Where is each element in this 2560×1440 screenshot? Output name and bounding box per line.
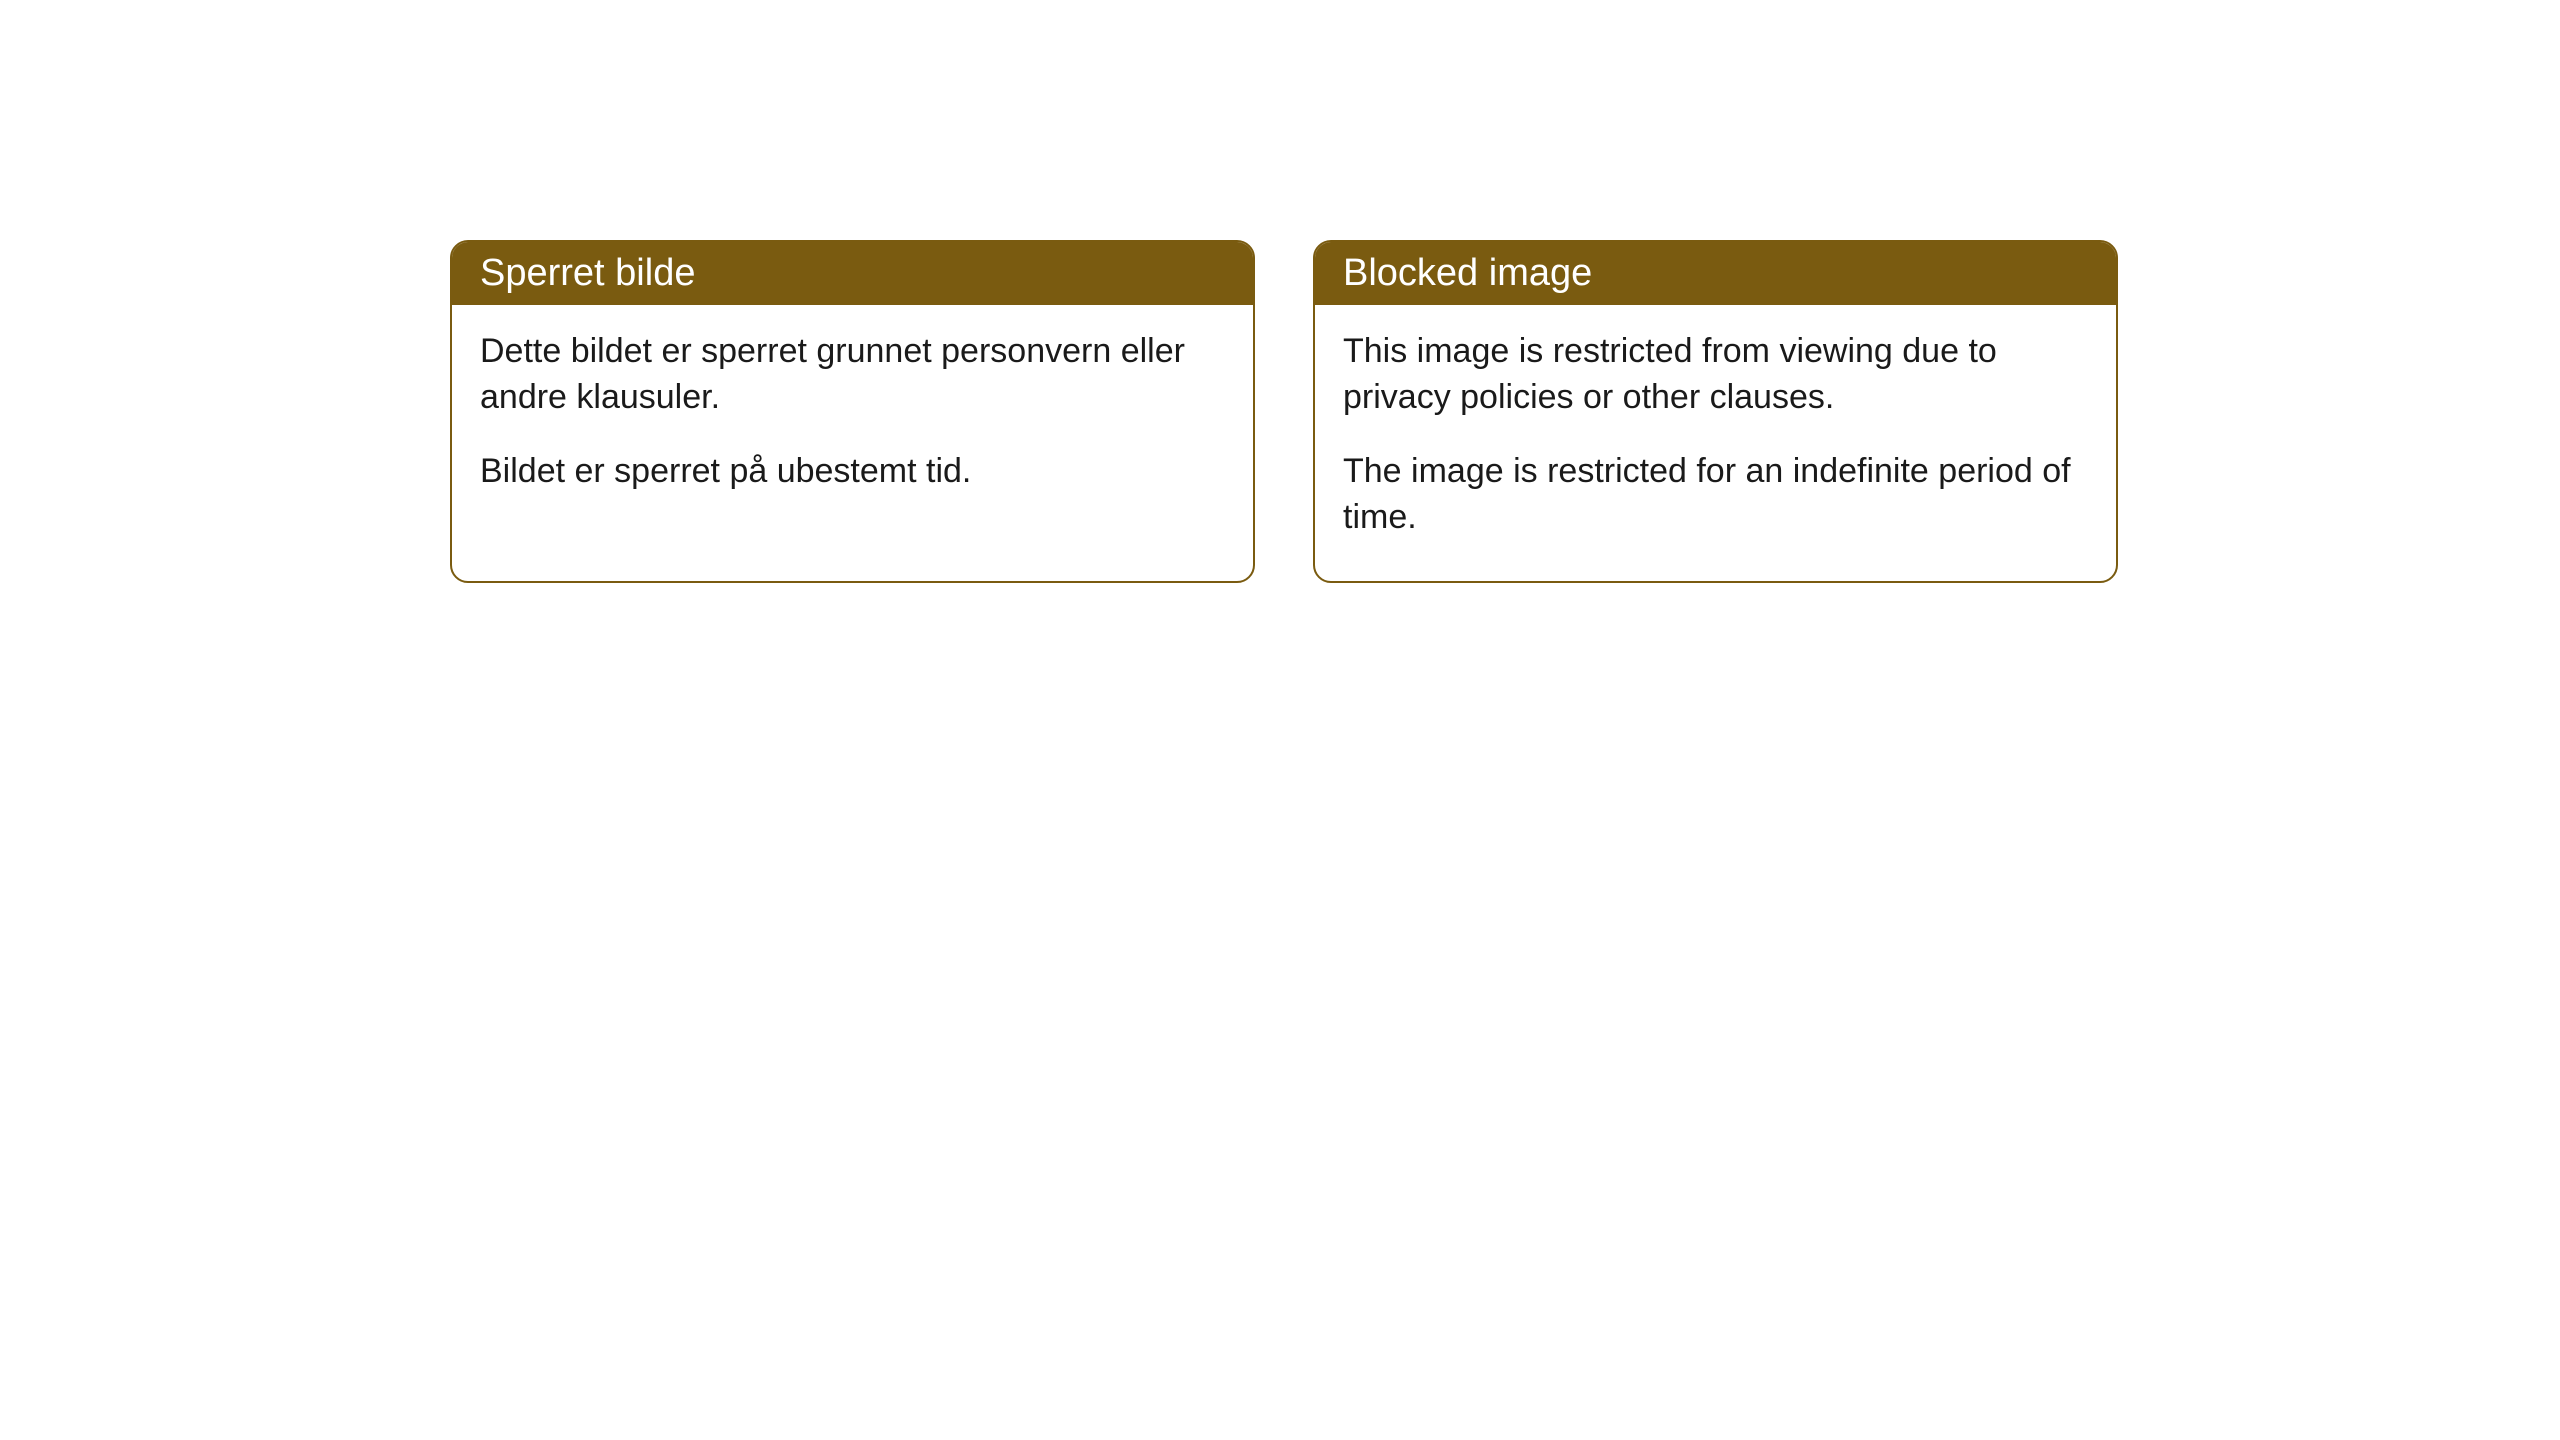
card-title: Blocked image	[1343, 252, 1592, 294]
card-header-norwegian: Sperret bilde	[452, 242, 1253, 305]
card-body-norwegian: Dette bildet er sperret grunnet personve…	[452, 305, 1253, 535]
notice-cards-container: Sperret bilde Dette bildet er sperret gr…	[450, 240, 2118, 583]
card-header-english: Blocked image	[1315, 242, 2116, 305]
card-body-english: This image is restricted from viewing du…	[1315, 305, 2116, 581]
card-paragraph-1: Dette bildet er sperret grunnet personve…	[480, 329, 1225, 421]
blocked-image-card-norwegian: Sperret bilde Dette bildet er sperret gr…	[450, 240, 1255, 583]
card-title: Sperret bilde	[480, 252, 695, 294]
card-paragraph-1: This image is restricted from viewing du…	[1343, 329, 2088, 421]
card-paragraph-2: The image is restricted for an indefinit…	[1343, 449, 2088, 541]
card-paragraph-2: Bildet er sperret på ubestemt tid.	[480, 449, 1225, 495]
blocked-image-card-english: Blocked image This image is restricted f…	[1313, 240, 2118, 583]
